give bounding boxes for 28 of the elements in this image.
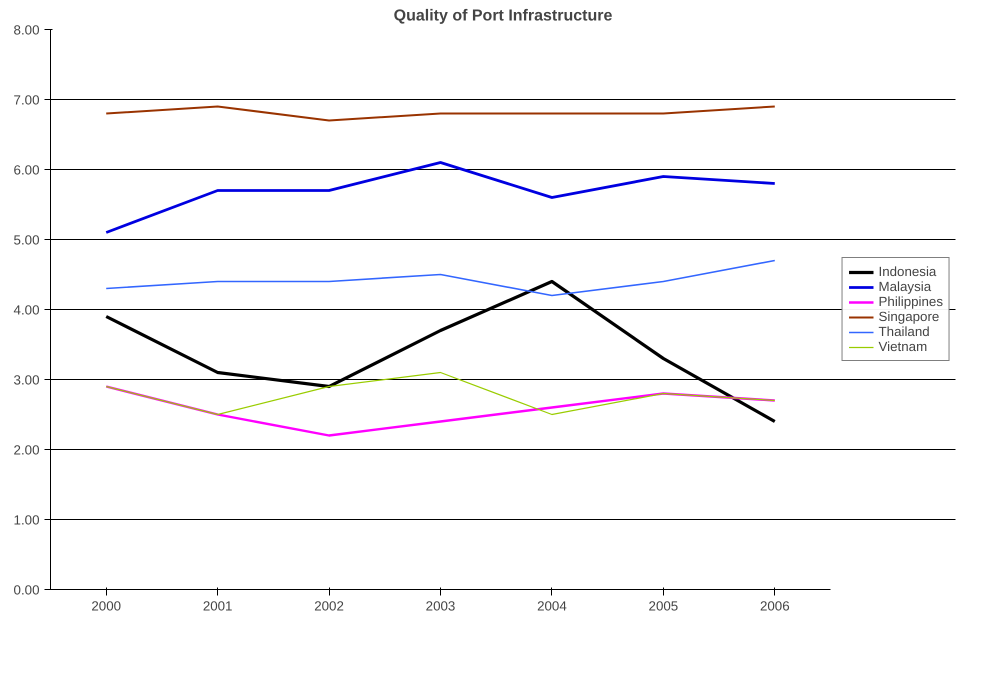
legend-label: Vietnam — [878, 339, 928, 354]
chart-title: Quality of Port Infrastructure — [394, 8, 612, 24]
line-series — [105, 260, 776, 296]
line-series — [104, 161, 776, 234]
x-tick-label: 2002 — [314, 598, 344, 614]
y-tick-label: 3.00 — [14, 372, 40, 388]
y-tick-label: 7.00 — [14, 92, 40, 108]
x-tick-label: 2001 — [202, 598, 232, 614]
legend-label: Indonesia — [878, 264, 936, 279]
y-tick-label: 4.00 — [14, 302, 40, 318]
legend-label: Malaysia — [878, 279, 932, 294]
y-tick-label: 5.00 — [14, 232, 40, 248]
y-tick-label: 2.00 — [14, 442, 40, 458]
y-tick-label: 1.00 — [14, 512, 40, 528]
line-series — [105, 385, 776, 437]
legend-label: Singapore — [878, 309, 940, 324]
legend-label: Philippines — [878, 294, 943, 309]
x-tick-label: 2004 — [537, 598, 568, 614]
y-tick-label: 0.00 — [14, 582, 40, 598]
y-tick-label: 6.00 — [14, 162, 40, 178]
y-tick-label: 8.00 — [14, 22, 40, 38]
legend-label: Thailand — [878, 324, 930, 339]
x-tick-label: 2006 — [760, 598, 790, 614]
x-tick-label: 2003 — [426, 598, 456, 614]
x-tick-label: 2005 — [648, 598, 678, 614]
line-series — [106, 372, 776, 416]
x-tick-label: 2000 — [91, 598, 122, 614]
line-series — [104, 280, 776, 424]
